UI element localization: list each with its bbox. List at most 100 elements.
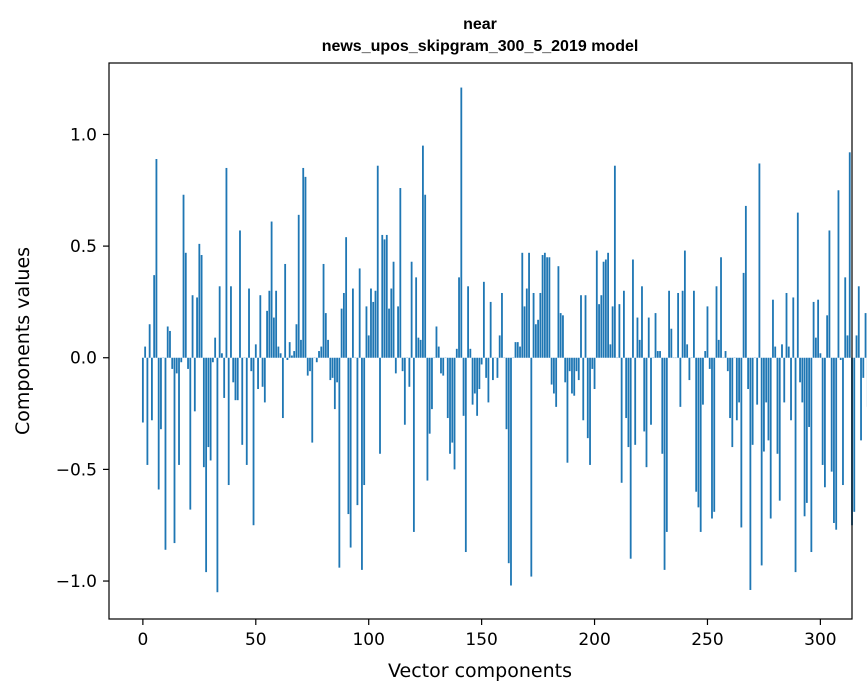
bar-105 [379,357,381,454]
bar-183 [555,357,558,407]
bar-310 [842,357,844,486]
bar-165 [514,342,517,358]
bar-198 [589,357,591,465]
bar-154 [489,301,492,358]
bar-106 [381,234,384,358]
bar-136 [449,357,451,454]
bar-190 [571,357,573,394]
bar-54 [263,357,266,403]
bar-295 [808,357,810,427]
bar-221 [641,286,643,358]
bar-306 [833,357,835,523]
bar-109 [388,308,390,358]
bar-283 [781,344,783,358]
bar-5 [153,275,156,358]
bar-161 [505,357,508,430]
bar-60 [277,346,280,358]
bar-82 [327,339,329,358]
bar-49 [252,357,255,526]
bar-130 [435,326,438,358]
bar-89 [342,292,345,358]
chart-subtitle: news_upos_skipgram_300_5_2019 model [322,38,639,55]
bar-276 [765,357,768,403]
bar-46 [245,357,248,465]
bar-43 [239,230,241,358]
bar-263 [735,357,738,421]
bar-166 [516,342,519,358]
bar-22 [191,295,194,358]
bar-292 [801,357,804,403]
bar-206 [607,252,609,358]
bar-59 [275,290,278,358]
bar-127 [428,357,431,434]
bar-23 [193,357,196,412]
bar-224 [647,317,650,358]
bar-179 [546,257,549,358]
bar-296 [810,357,813,553]
bar-313 [848,152,851,358]
bar-83 [329,357,332,381]
bar-247 [699,357,702,532]
bar-223 [645,357,648,468]
bar-264 [738,357,740,403]
bar-142 [462,357,465,416]
bar-170 [525,288,528,358]
bar-218 [634,357,637,445]
bar-87 [338,357,341,568]
bar-11 [166,326,169,358]
bar-265 [740,357,743,528]
bar-268 [747,357,750,390]
bar-186 [562,315,564,358]
bar-308 [837,190,840,358]
bar-267 [744,205,747,358]
bar-303 [826,315,829,358]
bar-112 [394,357,397,374]
bar-182 [552,357,555,394]
bar-275 [763,357,765,452]
bar-173 [532,292,535,358]
bar-126 [426,357,429,481]
bar-6 [155,159,158,358]
bar-260 [729,357,731,419]
bar-216 [629,357,632,559]
bar-180 [548,257,551,358]
bar-119 [410,261,413,358]
bar-25 [198,243,201,358]
bar-63 [284,263,287,358]
bar-123 [419,339,422,358]
x-tick-label-250: 250 [691,630,723,650]
bar-99 [365,306,368,358]
bar-212 [620,357,623,483]
bar-284 [783,357,786,403]
bar-240 [683,250,686,358]
bar-93 [352,288,354,358]
bar-44 [241,357,244,445]
bar-16 [178,357,180,465]
bar-162 [507,357,510,564]
bar-4 [151,357,153,421]
bar-242 [688,357,691,381]
y-axis-label: Components values [12,247,34,435]
bar-319 [862,357,865,378]
bar-272 [756,357,759,405]
y-tick-label-3: 0.5 [70,237,97,257]
x-tick-label-150: 150 [465,630,497,650]
bar-307 [835,357,838,530]
bar-131 [437,346,440,358]
chart-title: near [463,16,497,33]
bar-258 [724,351,727,358]
bar-120 [412,357,415,532]
bar-19 [184,252,187,358]
bar-30 [209,357,212,461]
bar-253 [713,357,716,512]
bar-274 [760,357,763,566]
bar-252 [711,357,713,519]
bar-315 [853,357,856,512]
bar-174 [534,324,537,358]
bar-122 [417,337,420,358]
bar-185 [559,313,562,358]
bar-111 [392,261,395,358]
bar-8 [160,357,162,430]
bar-211 [618,304,621,358]
bar-39 [230,286,232,358]
